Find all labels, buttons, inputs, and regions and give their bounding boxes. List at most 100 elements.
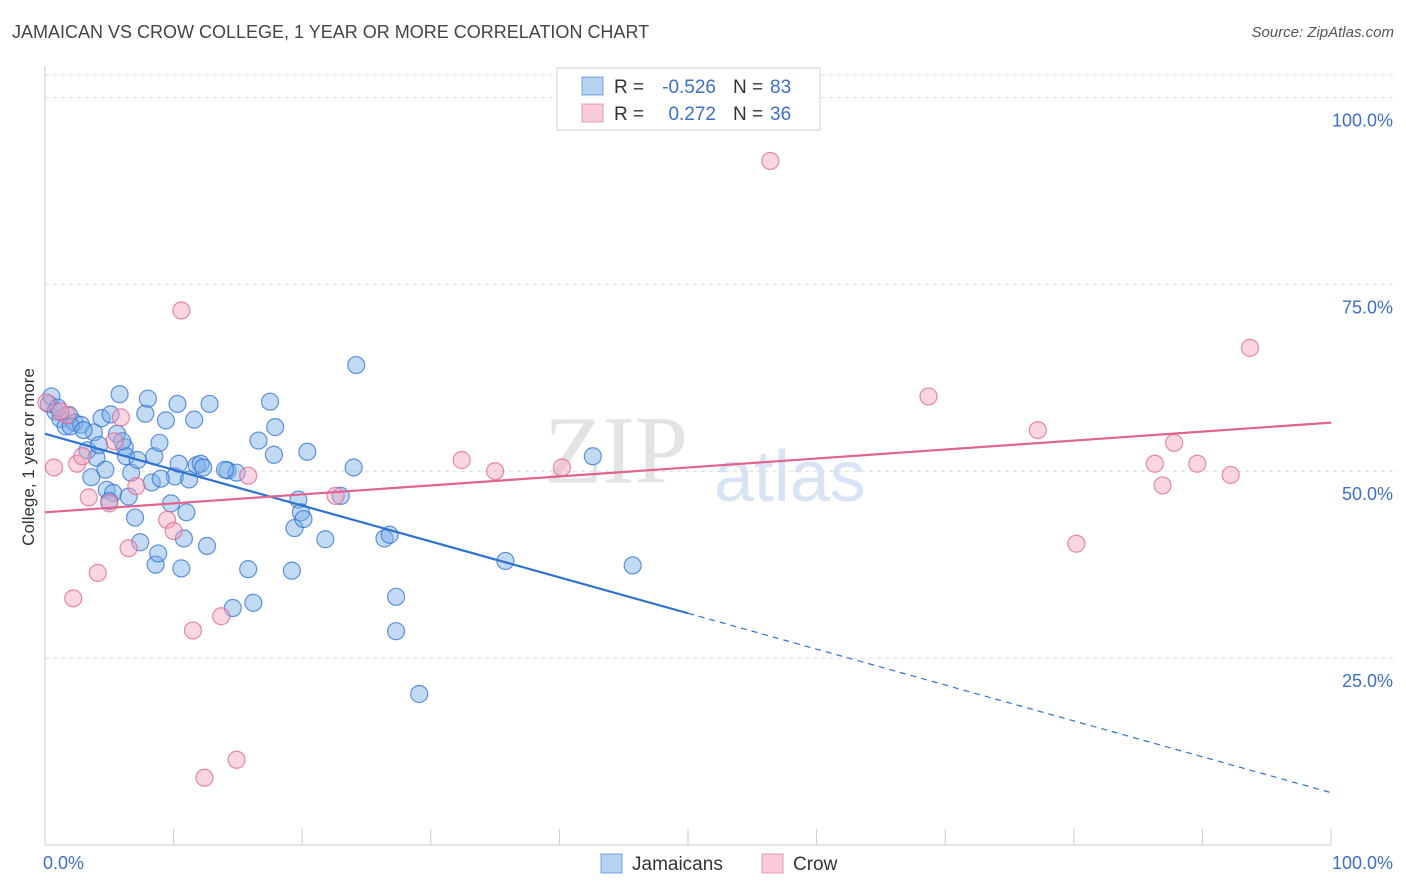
jamaicans-point [82, 468, 101, 487]
watermark-atlas: atlas [714, 437, 866, 517]
crow-point [761, 151, 780, 171]
jamaicans-point [264, 445, 284, 464]
jamaicans-point [410, 684, 429, 704]
jamaicans-point [149, 544, 168, 563]
crow-point [486, 462, 505, 481]
bottom-legend-crow: Crow [793, 854, 838, 875]
jamaicans-trendline-extrapolated [687, 612, 1332, 794]
legend-r-label: R = [614, 77, 644, 98]
crow-swatch [581, 103, 604, 123]
crow-point [183, 621, 202, 640]
watermark-zip: ZIP [544, 396, 688, 503]
crow-point [158, 510, 177, 529]
jamaicans-point [146, 555, 165, 574]
jamaicans-point [138, 389, 157, 408]
jamaicans-point [227, 463, 246, 482]
crow-point [111, 408, 130, 427]
jamaicans-point [200, 394, 219, 414]
crow-point [1165, 433, 1184, 452]
jamaicans-point [156, 411, 175, 430]
jamaicans-swatch [581, 76, 604, 96]
chart-title: JAMAICAN VS CROW COLLEGE, 1 YEAR OR MORE… [12, 22, 650, 42]
crow-trendline [44, 421, 1332, 514]
crow-point [239, 466, 258, 485]
crow-point [452, 450, 471, 470]
jamaicans-point [282, 561, 302, 580]
jamaicans-point [74, 420, 93, 440]
crow-point [1188, 454, 1207, 473]
jamaicans-point [344, 458, 363, 477]
jamaicans-point [42, 387, 61, 406]
jamaicans-point [142, 473, 161, 492]
jamaicans-point [110, 385, 129, 404]
jamaicans-point [316, 530, 335, 549]
crow-point [164, 521, 183, 541]
crow-point [1028, 420, 1047, 440]
x-tick-label: 100.0% [1332, 853, 1393, 873]
legend-n-value: 36 [770, 104, 791, 125]
crow-point [105, 432, 124, 451]
crow-point [73, 447, 92, 466]
crow-point [88, 563, 107, 582]
y-tick-label: 100.0% [1332, 110, 1393, 130]
crow-point [127, 477, 146, 496]
jamaicans-point [260, 392, 280, 411]
crow-point [1067, 534, 1086, 553]
crow-point [227, 750, 246, 769]
jamaicans-point [151, 469, 170, 488]
jamaicans-point [194, 458, 213, 477]
crow-point [1221, 465, 1240, 485]
crow-point [1145, 454, 1164, 473]
jamaicans-point [249, 431, 268, 450]
jamaicans-point [197, 536, 217, 556]
jamaicans-point [92, 409, 111, 428]
jamaicans-point [101, 405, 120, 424]
jamaicans-point [239, 560, 258, 579]
jamaicans-point [96, 460, 115, 479]
crow-point [37, 393, 56, 412]
crow-point [1240, 338, 1260, 357]
jamaicans-point [125, 508, 145, 527]
crow-point [172, 301, 191, 320]
jamaicans-point [150, 433, 169, 452]
jamaicans-point [298, 442, 317, 461]
legend-n-label: N = [733, 77, 763, 98]
crow-point [552, 458, 572, 477]
crow-point [326, 486, 345, 505]
jamaicans-point [347, 355, 366, 375]
y-tick-label: 25.0% [1342, 671, 1393, 691]
crow-point [195, 768, 214, 787]
jamaicans-point [215, 460, 235, 479]
y-tick-label: 50.0% [1342, 484, 1393, 504]
legend-r-value: -0.526 [662, 77, 716, 98]
jamaicans-point [185, 410, 204, 429]
bottom-legend-jamaicans: Jamaicans [632, 854, 723, 875]
crow-point [212, 607, 231, 626]
legend-r-label: R = [614, 104, 644, 125]
x-tick-label: 0.0% [43, 853, 84, 873]
jamaicans-point [294, 509, 313, 529]
y-axis-label: College, 1 year or more [19, 368, 38, 546]
jamaicans-point [623, 556, 642, 575]
jamaicans-point [174, 529, 193, 548]
y-tick-label: 75.0% [1342, 297, 1393, 317]
jamaicans-trendline [44, 432, 689, 615]
jamaicans-point [172, 559, 191, 578]
jamaicans-point [386, 622, 406, 641]
jamaicans-point [583, 447, 602, 466]
crow-point [119, 539, 138, 558]
crow-point [51, 402, 70, 421]
jamaicans-point [168, 394, 187, 414]
jamaicans-point [244, 593, 263, 612]
crow-point [79, 488, 98, 507]
bottom-legend-jamaicans-swatch [600, 853, 623, 874]
crow-point [1153, 476, 1172, 495]
jamaicans-point [113, 432, 132, 451]
crow-point [64, 589, 83, 608]
legend-n-value: 83 [770, 77, 791, 98]
legend-r-value: 0.272 [668, 104, 716, 125]
crow-point [919, 387, 938, 406]
bottom-legend-crow-swatch [761, 853, 784, 874]
jamaicans-point [177, 503, 196, 522]
